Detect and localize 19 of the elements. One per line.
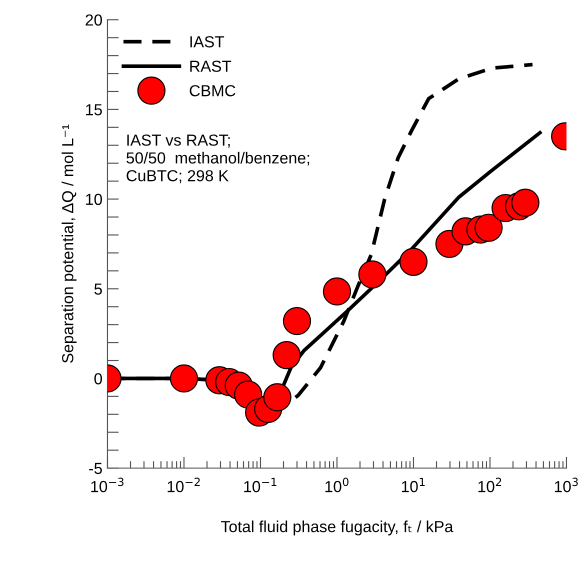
x-tick-label: 10$^{−3}$ <box>91 478 124 492</box>
x-tick-label: 10$^{0}$ <box>325 478 348 492</box>
y-tick-label: 0 <box>94 373 102 384</box>
legend-label: IAST <box>190 36 224 48</box>
x-tick-label: 10$^{3}$ <box>554 478 578 492</box>
y-tick-label: -5 <box>89 462 102 474</box>
x-tick-label: 10$^{−2}$ <box>168 478 200 492</box>
y-axis-title: Separation potential, ΔQ / mol L⁻¹ <box>62 124 77 363</box>
x-tick-label: 10$^{−1}$ <box>244 478 276 492</box>
y-tick-label: 10 <box>86 194 102 206</box>
x-tick-label: 10$^{2}$ <box>478 478 502 492</box>
y-tick-label: 5 <box>94 284 102 295</box>
x-axis-title: Total fluid phase fugacity, fₜ / kPa <box>221 520 454 536</box>
y-tick-label: 20 <box>86 14 102 26</box>
legend-label: CBMC <box>190 85 236 96</box>
x-tick-label: 10$^{1}$ <box>402 478 425 492</box>
y-tick-label: 15 <box>86 104 102 116</box>
annotation: IAST vs RAST; 50/50 methanol/benzene; CuBTC; 298 K <box>126 134 310 184</box>
legend-label: RAST <box>190 60 232 72</box>
